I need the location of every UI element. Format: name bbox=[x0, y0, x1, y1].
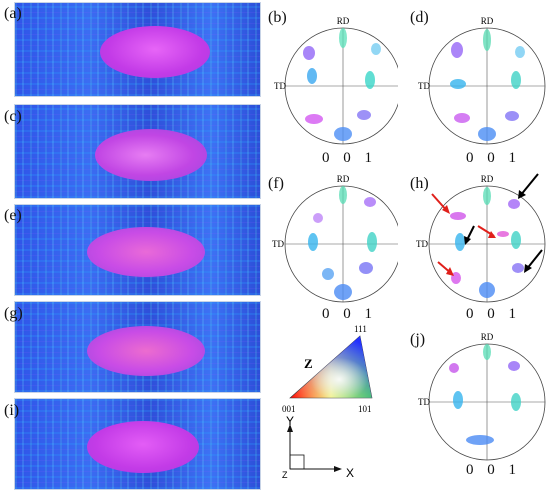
pole-clusters-d bbox=[450, 29, 525, 141]
pole-figure-b: RD TD bbox=[274, 16, 398, 145]
td-label-h: TD bbox=[416, 239, 428, 249]
panel-label-i: (i) bbox=[4, 402, 20, 419]
td-label-b: TD bbox=[274, 81, 286, 91]
rd-label-f: RD bbox=[337, 174, 350, 184]
panel-label-d: (d) bbox=[410, 9, 429, 26]
pole-index-b: 0 0 1 bbox=[322, 150, 377, 166]
panel-label-h: (h) bbox=[410, 175, 429, 192]
axis-label-x: X bbox=[346, 466, 354, 480]
panel-label-a: (a) bbox=[4, 5, 22, 22]
ipf-label-001: 001 bbox=[282, 404, 296, 414]
td-label-d: TD bbox=[418, 81, 430, 91]
pole-clusters-j bbox=[449, 344, 521, 445]
panel-label-c: (c) bbox=[4, 108, 22, 125]
orientation-map-a bbox=[14, 2, 261, 97]
pole-clusters-f bbox=[308, 186, 377, 300]
pole-index-h: 0 0 1 bbox=[466, 306, 521, 322]
rd-label-j: RD bbox=[481, 332, 494, 342]
pole-clusters-b bbox=[303, 28, 381, 141]
panel-label-e: (e) bbox=[4, 207, 22, 224]
pole-index-d: 0 0 1 bbox=[466, 150, 521, 166]
grain-e bbox=[87, 227, 205, 277]
orientation-map-i bbox=[14, 398, 261, 490]
ipf-label-111: 111 bbox=[354, 324, 367, 334]
panel-label-b: (b) bbox=[268, 9, 287, 26]
ipf-label-101: 101 bbox=[358, 404, 372, 414]
pole-figure-j: RD TD bbox=[418, 332, 546, 461]
axis-label-z: Z bbox=[282, 470, 288, 480]
panel-label-f: (f) bbox=[268, 175, 284, 192]
pole-clusters-h bbox=[450, 187, 524, 298]
pole-index-j: 0 0 1 bbox=[466, 462, 521, 478]
grain-c bbox=[95, 129, 207, 181]
grain-a bbox=[100, 26, 210, 78]
pole-figure-f: RD TD bbox=[272, 174, 398, 303]
ipf-label-z: Z bbox=[304, 356, 313, 371]
grain-i bbox=[87, 421, 199, 473]
annotation-arrows-h bbox=[431, 173, 543, 276]
sample-axes: Y X Z bbox=[282, 414, 354, 480]
rd-label-d: RD bbox=[481, 16, 494, 26]
rd-label-h: RD bbox=[481, 174, 494, 184]
grain-g bbox=[87, 326, 205, 376]
orientation-map-c bbox=[14, 104, 261, 199]
panel-label-j: (j) bbox=[410, 331, 426, 348]
pole-figure-h: RD TD bbox=[416, 173, 546, 303]
ipf-color-key: 111 001 101 Z bbox=[282, 324, 373, 414]
axis-label-y: Y bbox=[286, 414, 294, 428]
pole-figure-d: RD TD bbox=[418, 16, 546, 145]
pole-index-f: 0 0 1 bbox=[322, 306, 377, 322]
td-label-j: TD bbox=[418, 397, 430, 407]
panel-label-g: (g) bbox=[4, 305, 23, 322]
rd-label-b: RD bbox=[337, 16, 350, 26]
orientation-map-e bbox=[14, 204, 261, 296]
orientation-map-g bbox=[14, 301, 261, 393]
td-label-f: TD bbox=[272, 239, 284, 249]
